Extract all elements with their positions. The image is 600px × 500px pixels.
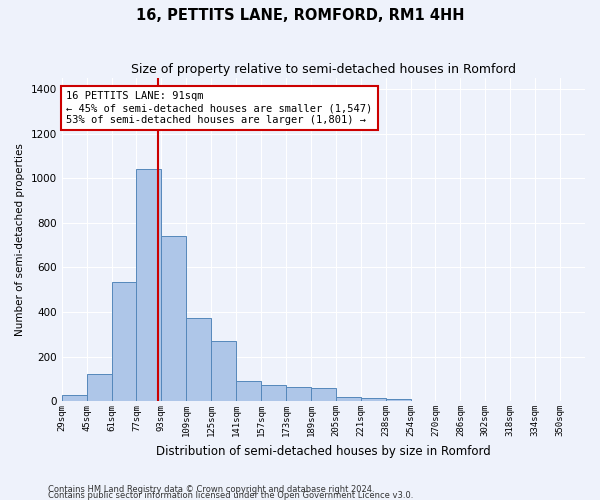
Bar: [62, 395, 86, 401]
Bar: [161, 236, 186, 401]
Bar: [186, 318, 211, 401]
Text: Contains HM Land Registry data © Crown copyright and database right 2024.: Contains HM Land Registry data © Crown c…: [48, 484, 374, 494]
X-axis label: Distribution of semi-detached houses by size in Romford: Distribution of semi-detached houses by …: [156, 444, 491, 458]
Title: Size of property relative to semi-detached houses in Romford: Size of property relative to semi-detach…: [131, 62, 516, 76]
Bar: [112, 282, 136, 401]
Bar: [211, 341, 236, 401]
Bar: [136, 170, 161, 401]
Text: Contains public sector information licensed under the Open Government Licence v3: Contains public sector information licen…: [48, 490, 413, 500]
Bar: [361, 398, 386, 401]
Text: 16, PETTITS LANE, ROMFORD, RM1 4HH: 16, PETTITS LANE, ROMFORD, RM1 4HH: [136, 8, 464, 22]
Bar: [311, 388, 336, 401]
Bar: [386, 399, 410, 401]
Text: 16 PETTITS LANE: 91sqm
← 45% of semi-detached houses are smaller (1,547)
53% of : 16 PETTITS LANE: 91sqm ← 45% of semi-det…: [67, 92, 373, 124]
Bar: [236, 381, 261, 401]
Y-axis label: Number of semi-detached properties: Number of semi-detached properties: [15, 143, 25, 336]
Bar: [336, 396, 361, 401]
Bar: [286, 388, 311, 401]
Bar: [261, 385, 286, 401]
Bar: [86, 374, 112, 401]
